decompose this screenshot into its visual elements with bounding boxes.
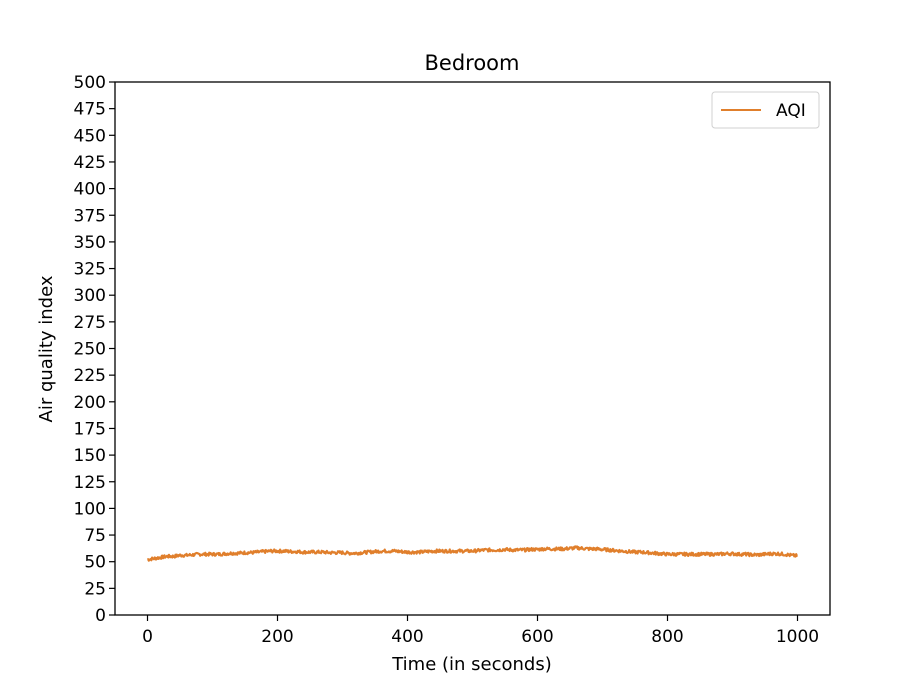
y-tick-label: 325	[74, 260, 106, 280]
y-tick-label: 200	[74, 393, 106, 413]
y-tick-label: 425	[74, 153, 106, 173]
x-tick-label: 1000	[776, 627, 819, 647]
y-axis: 0 25 50 75 100 125 150 175 200 225 250 275 300 325 350…	[74, 73, 115, 626]
x-tick-label: 600	[521, 627, 553, 647]
y-tick-label: 150	[74, 446, 106, 466]
y-tick-label: 400	[74, 180, 106, 200]
y-tick-label: 100	[74, 499, 106, 519]
y-tick-label: 225	[74, 366, 106, 386]
series-line-aqi	[147, 545, 798, 562]
y-tick-label: 250	[74, 340, 106, 360]
y-tick-label: 350	[74, 233, 106, 253]
y-tick-label: 25	[84, 579, 106, 599]
legend: AQI	[711, 91, 820, 129]
y-tick-label: 0	[95, 606, 106, 626]
x-tick-label: 0	[142, 627, 153, 647]
plot-area-frame	[114, 81, 831, 616]
y-axis-label: Air quality index	[36, 275, 57, 422]
y-tick-label: 375	[74, 206, 106, 226]
y-tick-label: 125	[74, 473, 106, 493]
y-tick-label: 50	[84, 553, 106, 573]
y-tick-label: 175	[74, 419, 106, 439]
x-tick-label: 200	[261, 627, 293, 647]
x-tick-label: 800	[651, 627, 683, 647]
series-layer	[147, 545, 798, 562]
y-tick-label: 475	[74, 100, 106, 120]
y-tick-label: 500	[74, 73, 106, 93]
y-tick-label: 275	[74, 313, 106, 333]
y-tick-label: 300	[74, 286, 106, 306]
legend-frame	[711, 91, 820, 129]
y-tick-label: 75	[84, 526, 106, 546]
x-axis: 0 200 400 600 800 1000	[142, 615, 819, 647]
x-tick-label: 400	[391, 627, 423, 647]
x-axis-label: Time (in seconds)	[391, 654, 552, 675]
y-tick-label: 450	[74, 126, 106, 146]
chart-title: Bedroom	[425, 51, 520, 75]
legend-label: AQI	[776, 101, 806, 121]
